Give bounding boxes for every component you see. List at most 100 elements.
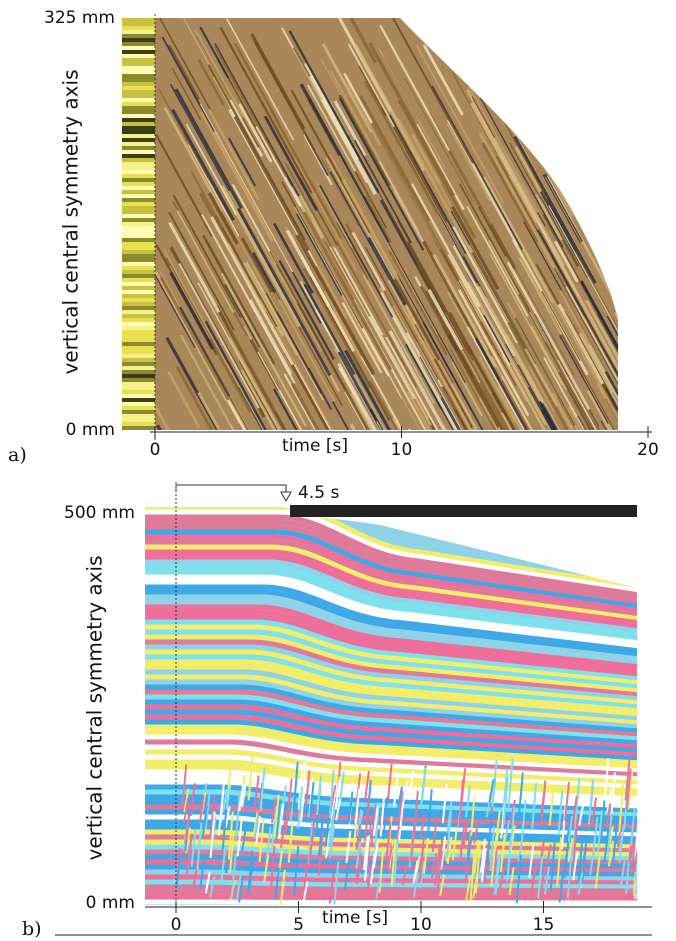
texture <box>122 282 155 286</box>
texture <box>145 609 637 674</box>
texture <box>274 867 281 901</box>
texture <box>241 262 285 337</box>
texture <box>615 153 618 218</box>
texture <box>276 802 283 833</box>
texture <box>473 839 480 875</box>
texture <box>370 804 377 843</box>
texture <box>122 350 155 354</box>
texture <box>224 284 261 348</box>
texture <box>385 821 392 863</box>
texture <box>469 852 476 902</box>
texture <box>297 786 304 829</box>
texture <box>145 569 637 642</box>
texture <box>406 390 442 430</box>
texture <box>145 714 637 758</box>
texture <box>596 810 603 853</box>
texture <box>281 181 364 329</box>
texture <box>580 114 618 241</box>
texture <box>122 414 155 418</box>
annotation-arrow <box>280 491 292 503</box>
texture <box>334 777 341 810</box>
texture <box>360 355 454 430</box>
texture <box>338 155 439 336</box>
texture <box>332 401 377 430</box>
texture <box>581 843 588 884</box>
texture <box>603 758 610 801</box>
texture <box>122 366 155 370</box>
texture <box>478 131 559 274</box>
texture <box>394 359 432 426</box>
texture <box>571 817 578 861</box>
texture <box>481 298 519 365</box>
y-bottom-label: 0 mm <box>86 893 135 913</box>
texture <box>303 283 404 430</box>
texture <box>179 334 250 430</box>
texture <box>347 791 354 824</box>
texture <box>355 824 362 851</box>
texture <box>561 71 618 215</box>
texture <box>454 409 479 430</box>
panel-label: b) <box>22 918 42 940</box>
texture <box>226 18 295 141</box>
texture <box>466 281 548 425</box>
texture <box>316 774 323 816</box>
texture <box>273 388 365 430</box>
texture <box>328 872 335 904</box>
texture <box>159 276 230 401</box>
texture <box>238 103 273 163</box>
texture <box>503 32 529 76</box>
texture <box>300 255 356 352</box>
texture <box>422 837 429 874</box>
texture <box>501 420 586 430</box>
texture <box>364 796 371 842</box>
texture <box>122 50 155 54</box>
texture <box>122 110 155 114</box>
annotation-bracket <box>175 484 287 492</box>
texture <box>363 80 440 215</box>
texture <box>299 83 390 244</box>
texture <box>122 82 155 86</box>
texture <box>354 788 361 824</box>
texture <box>489 826 496 871</box>
texture <box>199 110 275 242</box>
texture <box>333 861 340 905</box>
texture <box>236 207 332 377</box>
texture <box>501 411 545 430</box>
texture <box>122 210 155 214</box>
texture <box>241 825 248 852</box>
texture <box>122 114 155 118</box>
texture <box>585 95 618 227</box>
texture <box>469 102 539 224</box>
texture <box>431 818 438 853</box>
texture <box>122 102 155 106</box>
texture <box>422 44 464 116</box>
texture <box>427 418 476 430</box>
texture <box>145 634 637 694</box>
texture <box>122 22 155 26</box>
texture <box>347 18 378 64</box>
texture <box>283 351 382 430</box>
texture <box>227 137 257 187</box>
texture <box>169 272 215 350</box>
texture <box>207 108 260 201</box>
texture <box>563 781 570 821</box>
texture <box>330 784 337 808</box>
texture <box>278 259 335 360</box>
texture <box>324 240 349 284</box>
texture <box>192 330 260 430</box>
texture <box>531 861 538 882</box>
texture <box>336 222 369 280</box>
texture <box>431 85 523 251</box>
texture <box>122 150 155 154</box>
texture <box>494 856 501 895</box>
texture <box>575 105 618 253</box>
texture <box>491 760 498 808</box>
texture <box>466 206 529 317</box>
texture <box>122 294 155 298</box>
texture <box>222 789 229 813</box>
texture <box>292 761 299 812</box>
texture <box>498 870 505 893</box>
texture <box>578 804 585 826</box>
texture <box>201 805 208 839</box>
texture <box>199 26 230 79</box>
